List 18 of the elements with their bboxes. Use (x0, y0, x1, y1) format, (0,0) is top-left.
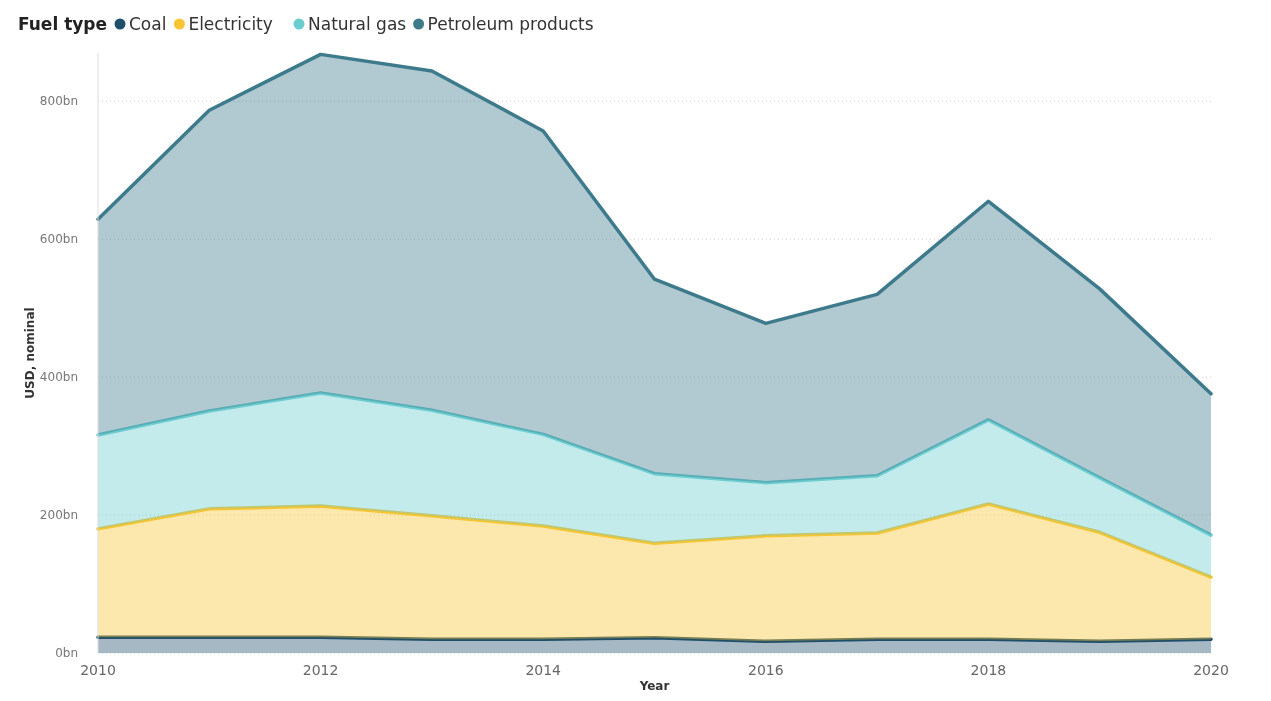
x-axis-title: Year (638, 679, 670, 693)
legend-label: Natural gas (308, 14, 407, 34)
x-tick-label: 2020 (1193, 662, 1229, 678)
y-tick-label: 200bn (39, 508, 78, 523)
legend-title: Fuel type (18, 14, 108, 34)
x-tick-label: 2012 (302, 662, 339, 678)
y-tick-label: 400bn (39, 370, 78, 385)
legend-label: Petroleum products (427, 14, 594, 34)
y-tick-label: 800bn (39, 94, 78, 109)
y-tick-label: 600bn (39, 232, 78, 247)
x-tick-label: 2016 (747, 662, 784, 678)
y-tick-label: 0bn (55, 646, 78, 661)
x-tick-label: 2018 (970, 662, 1007, 678)
x-tick-label: 2014 (525, 662, 562, 678)
x-tick-label: 2010 (80, 662, 116, 678)
legend-label: Coal (129, 14, 167, 34)
legend-label: Electricity (188, 14, 273, 34)
y-axis-title: USD, nominal (23, 307, 37, 399)
